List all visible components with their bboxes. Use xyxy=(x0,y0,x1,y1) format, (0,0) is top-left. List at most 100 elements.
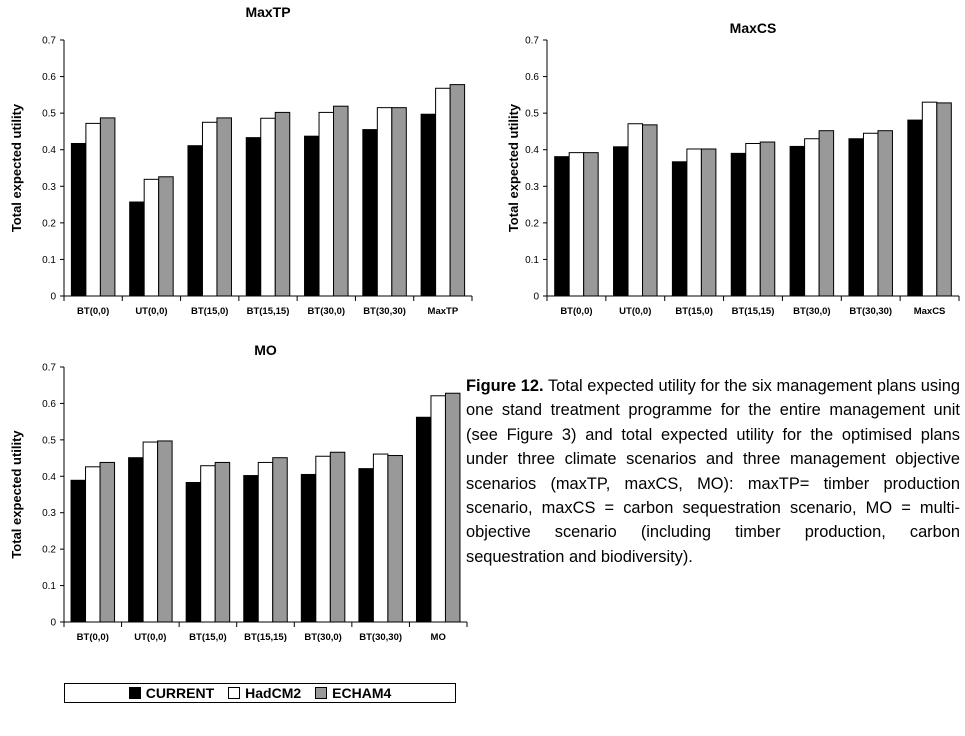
chart3-bar-hadcm2 xyxy=(257,461,274,623)
caption-text: Total expected utility for the six manag… xyxy=(466,377,960,566)
chart1-bar-hadcm2 xyxy=(376,107,393,297)
chart2-bar-current xyxy=(907,119,923,297)
legend-swatch-current xyxy=(128,687,141,699)
chart2-y-tick-label: 0 xyxy=(533,292,539,303)
chart2-bar-echam4 xyxy=(583,152,599,297)
chart3-bar-current xyxy=(185,481,202,623)
chart2-bar-current xyxy=(730,152,747,297)
chart3-bar-echam4 xyxy=(99,461,116,623)
chart1-bar-current xyxy=(70,142,87,297)
chart3-bar-hadcm2 xyxy=(200,465,216,623)
chart2-bar-echam4 xyxy=(818,130,835,297)
chart2-y-tick-label: 0.7 xyxy=(525,36,539,47)
chart3-bar-echam4 xyxy=(214,461,231,623)
chart3-y-tick-label: 0.7 xyxy=(42,363,56,374)
chart1-x-tick-label: MaxTP xyxy=(428,306,459,317)
chart2-x-tick-label: UT(0,0) xyxy=(619,306,651,317)
chart3-bar-hadcm2 xyxy=(315,455,331,623)
chart1-y-tick-label: 0.7 xyxy=(42,36,56,47)
chart1-x-tick-label: BT(0,0) xyxy=(77,306,109,317)
chart3-bar-current xyxy=(415,416,432,623)
chart3-y-tick-label: 0.6 xyxy=(42,399,56,410)
legend-item-current: CURRENT xyxy=(128,685,215,701)
legend-label-echam4: ECHAM4 xyxy=(332,685,392,701)
chart2-x-tick-label: BT(15,15) xyxy=(732,306,775,317)
chart1-y-tick-label: 0.6 xyxy=(42,72,56,83)
chart1-x-tick-label: UT(0,0) xyxy=(135,306,167,317)
chart2-y-tick-label: 0.6 xyxy=(525,72,539,83)
chart3-y-tick-label: 0.4 xyxy=(42,472,56,483)
legend-item-echam4: ECHAM4 xyxy=(315,685,391,701)
chart3-bar-hadcm2 xyxy=(142,441,159,623)
chart1-x-tick-label: BT(30,0) xyxy=(308,306,345,317)
chart1-bar-hadcm2 xyxy=(201,121,218,297)
chart1-bar-current xyxy=(420,113,437,297)
chart1-y-tick-label: 0.3 xyxy=(42,182,56,193)
chart3-y-axis-label: Total expected utility xyxy=(9,430,24,559)
legend-item-hadcm2: HadCM2 xyxy=(228,685,301,701)
legend-label-hadcm2: HadCM2 xyxy=(245,685,302,701)
chart3-x-tick-label: BT(30,0) xyxy=(304,632,341,643)
chart2-x-tick-label: BT(30,30) xyxy=(849,306,892,317)
chart2-title: MaxCS xyxy=(730,20,777,36)
figure-caption: Figure 12. Total expected utility for th… xyxy=(466,374,960,569)
chart3-bar-current xyxy=(358,468,374,623)
chart2-bar-hadcm2 xyxy=(568,152,585,297)
chart3-x-tick-label: BT(15,0) xyxy=(189,632,226,643)
chart3-bar-hadcm2 xyxy=(85,466,101,623)
chart2-bar-hadcm2 xyxy=(862,132,879,297)
chart2-bar-current xyxy=(613,146,629,297)
chart2-bar-echam4 xyxy=(759,141,776,297)
chart2-y-tick-label: 0.3 xyxy=(525,182,539,193)
chart3-y-tick-label: 0.5 xyxy=(42,435,56,446)
chart1-bar-current xyxy=(129,201,145,297)
chart3-bar-echam4 xyxy=(157,440,173,623)
chart3-title: MO xyxy=(254,342,277,358)
chart2-y-tick-label: 0.5 xyxy=(525,109,539,120)
chart1-y-tick-label: 0.4 xyxy=(42,145,56,156)
chart1-bar-echam4 xyxy=(274,111,291,297)
chart1-bar-hadcm2 xyxy=(85,122,101,297)
chart3-bar-current xyxy=(70,479,87,623)
chart1-bar-echam4 xyxy=(449,84,466,297)
chart2-bar-current xyxy=(671,161,688,297)
chart1-bar-current xyxy=(362,129,378,297)
chart1-y-tick-label: 0.1 xyxy=(42,255,56,266)
chart1-bar-echam4 xyxy=(333,105,349,297)
legend-label-current: CURRENT xyxy=(145,685,215,701)
chart2-x-tick-label: BT(15,0) xyxy=(675,306,712,317)
chart2-y-tick-label: 0.2 xyxy=(525,218,539,229)
chart2-bar-hadcm2 xyxy=(627,123,644,297)
chart3-bar-echam4 xyxy=(272,457,288,623)
chart1-bar-echam4 xyxy=(216,117,232,297)
chart3-bar-current xyxy=(128,457,144,623)
chart2-bar-hadcm2 xyxy=(921,101,938,297)
chart1-x-tick-label: BT(15,15) xyxy=(247,306,290,317)
chart3-x-tick-label: BT(0,0) xyxy=(77,632,109,643)
chart3-y-tick-label: 0 xyxy=(50,618,56,629)
chart3-x-tick-label: UT(0,0) xyxy=(134,632,166,643)
chart1-x-tick-label: BT(30,30) xyxy=(363,306,406,317)
chart1-bar-hadcm2 xyxy=(143,178,160,297)
chart3-x-tick-label: MO xyxy=(431,632,446,643)
legend-swatch-echam4 xyxy=(315,687,328,699)
chart3-x-tick-label: BT(30,30) xyxy=(359,632,402,643)
chart1-bar-echam4 xyxy=(158,176,174,297)
chart3-bar-echam4 xyxy=(329,451,346,623)
chart3-bar-echam4 xyxy=(444,392,461,623)
chart2-bar-hadcm2 xyxy=(686,148,702,297)
chart3-y-tick-label: 0.3 xyxy=(42,508,56,519)
chart1-bar-echam4 xyxy=(391,107,407,297)
chart2-x-tick-label: BT(30,0) xyxy=(793,306,830,317)
chart3-y-tick-label: 0.1 xyxy=(42,581,56,592)
chart3-bar-echam4 xyxy=(387,455,403,623)
chart2-bar-echam4 xyxy=(700,148,717,297)
chart2-y-tick-label: 0.1 xyxy=(525,255,539,266)
chart2-y-axis-label: Total expected utility xyxy=(506,103,521,232)
chart3-x-tick-label: BT(15,15) xyxy=(244,632,287,643)
chart3-bar-current xyxy=(300,473,317,623)
chart2-x-tick-label: MaxCS xyxy=(914,306,946,317)
chart2-bar-hadcm2 xyxy=(745,142,761,297)
chart2-y-tick-label: 0.4 xyxy=(525,145,539,156)
